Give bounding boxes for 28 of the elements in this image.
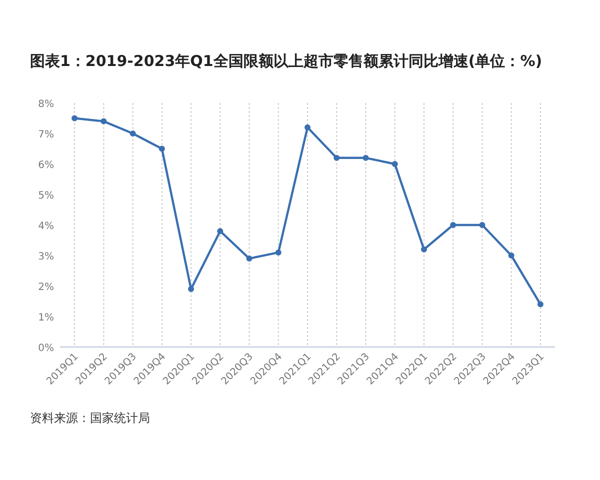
point xyxy=(450,222,456,228)
point xyxy=(392,161,398,167)
point xyxy=(100,118,107,124)
y-tick-label: 5% xyxy=(38,190,54,202)
point xyxy=(72,115,78,122)
point xyxy=(217,228,224,234)
y-tick-label: 8% xyxy=(38,99,54,110)
y-tick-label: 3% xyxy=(38,252,54,262)
point xyxy=(246,256,252,262)
point xyxy=(362,154,369,161)
y-tick-label: 2% xyxy=(38,282,54,293)
point xyxy=(158,146,165,152)
point xyxy=(130,130,136,136)
point xyxy=(275,249,282,256)
point xyxy=(479,222,486,228)
y-tick-label: 0% xyxy=(38,343,54,354)
point xyxy=(537,301,544,308)
point xyxy=(188,286,194,292)
point xyxy=(420,246,427,252)
y-tick-label: 7% xyxy=(38,130,54,140)
y-tick-label: 1% xyxy=(38,312,54,324)
y-tick-label: 6% xyxy=(38,160,54,171)
text: 资料来源：国家统计局 xyxy=(30,411,150,425)
point xyxy=(508,252,514,258)
point xyxy=(304,124,310,130)
y-tick-label: 4% xyxy=(38,221,54,232)
chart-title: 图表1：2019-2023年Q1全国限额以上超市零售额累计同比增速(单位：%) xyxy=(30,52,542,70)
point xyxy=(334,154,340,161)
